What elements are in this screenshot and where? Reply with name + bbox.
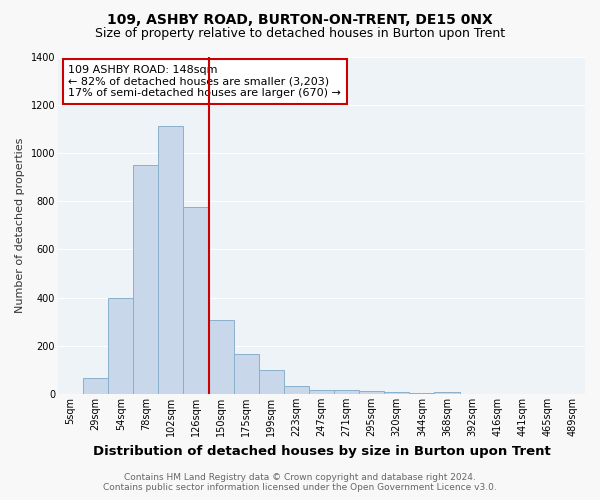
X-axis label: Distribution of detached houses by size in Burton upon Trent: Distribution of detached houses by size …: [92, 444, 550, 458]
Text: 109, ASHBY ROAD, BURTON-ON-TRENT, DE15 0NX: 109, ASHBY ROAD, BURTON-ON-TRENT, DE15 0…: [107, 12, 493, 26]
Bar: [434, 392, 460, 394]
Bar: [209, 320, 233, 394]
Bar: [233, 354, 259, 394]
Text: Size of property relative to detached houses in Burton upon Trent: Size of property relative to detached ho…: [95, 28, 505, 40]
Y-axis label: Number of detached properties: Number of detached properties: [15, 138, 25, 313]
Bar: [259, 370, 284, 394]
Bar: [384, 392, 409, 394]
Bar: [83, 378, 108, 394]
Bar: [359, 391, 384, 394]
Text: Contains HM Land Registry data © Crown copyright and database right 2024.
Contai: Contains HM Land Registry data © Crown c…: [103, 473, 497, 492]
Text: 109 ASHBY ROAD: 148sqm
← 82% of detached houses are smaller (3,203)
17% of semi-: 109 ASHBY ROAD: 148sqm ← 82% of detached…: [68, 65, 341, 98]
Bar: [108, 298, 133, 394]
Bar: [158, 126, 184, 394]
Bar: [334, 390, 359, 394]
Bar: [309, 390, 334, 394]
Bar: [409, 393, 434, 394]
Bar: [184, 207, 209, 394]
Bar: [284, 386, 309, 394]
Bar: [133, 165, 158, 394]
